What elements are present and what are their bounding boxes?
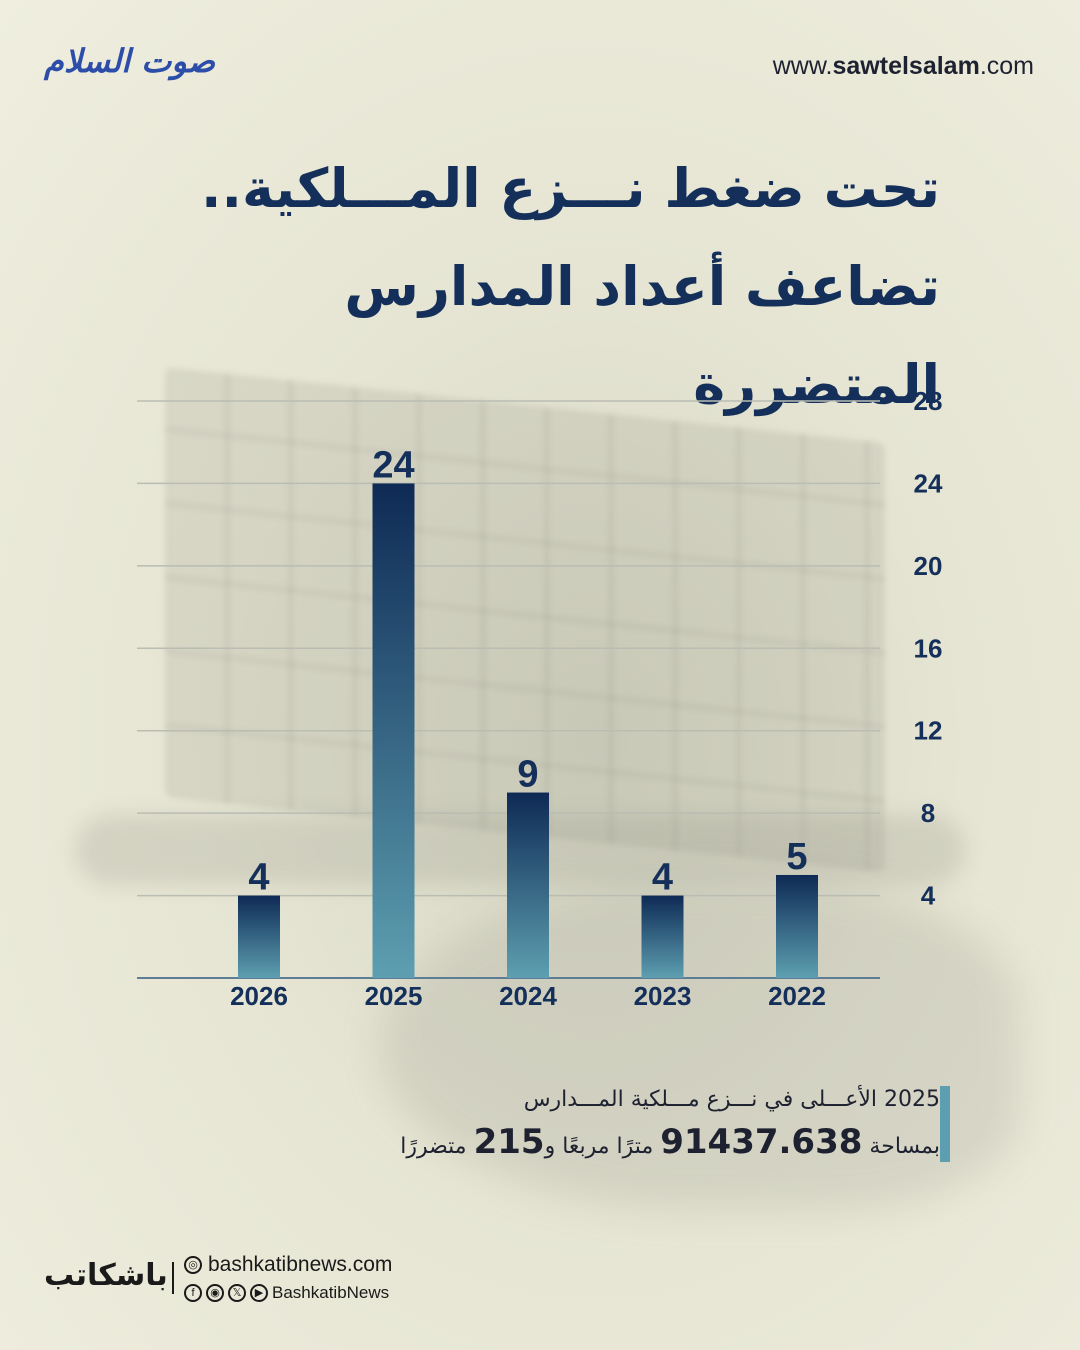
note-area-unit: مترًا مربعًا و — [544, 1134, 654, 1159]
instagram-icon[interactable]: ◉ — [206, 1284, 224, 1302]
y-tick-label: 28 — [914, 386, 943, 416]
x-tick-label: 2023 — [634, 981, 692, 1011]
site-suffix: .com — [979, 52, 1034, 80]
background-hand-image — [380, 880, 1020, 1210]
facebook-icon[interactable]: f — [184, 1284, 202, 1302]
website-url[interactable]: www.sawtelsalam.com — [773, 52, 1034, 81]
x-tick-label: 2024 — [499, 981, 557, 1011]
bar — [641, 895, 684, 978]
footer-social-row: f ◉ 𝕏 ▶ BashkatibNews — [184, 1283, 389, 1303]
note-line-1: 2025 الأعـــلى في نـــزع مـــلكية المـــ… — [523, 1087, 940, 1112]
brand-logo: صوت السلام — [44, 42, 216, 80]
y-tick-label: 16 — [914, 633, 943, 663]
note-count-suffix: متضررًا — [400, 1134, 467, 1159]
globe-icon: ◎ — [184, 1256, 202, 1274]
x-tick-label: 2022 — [768, 981, 826, 1011]
page-title: تحت ضغط نـــزع المـــلكية.. تضاعف أعداد … — [120, 140, 940, 434]
y-tick-label: 24 — [914, 468, 943, 498]
y-tick-label: 12 — [914, 716, 943, 746]
bar-value-label: 4 — [248, 857, 269, 899]
title-line-1: تحت ضغط نـــزع المـــلكية.. — [201, 157, 940, 220]
bar — [776, 874, 818, 978]
y-tick-label: 8 — [921, 798, 935, 828]
note-count-value: 215 — [473, 1122, 545, 1162]
y-tick-label: 20 — [914, 551, 943, 581]
footer-website-text: bashkatibnews.com — [208, 1253, 393, 1276]
footer-handle[interactable]: BashkatibNews — [272, 1283, 390, 1302]
site-domain: sawtelsalam — [832, 52, 980, 80]
x-tick-label: 2026 — [230, 981, 288, 1011]
footer-divider — [172, 1262, 174, 1294]
title-line-2: تضاعف أعداد المدارس المتضررة — [344, 255, 940, 416]
bar — [372, 483, 415, 978]
bar-value-label: 4 — [652, 857, 673, 899]
bar-value-label: 9 — [517, 754, 538, 796]
summary-note: 2025 الأعـــلى في نـــزع مـــلكية المـــ… — [340, 1082, 940, 1171]
bar-value-label: 5 — [786, 836, 807, 878]
note-line-2: بمساحة 91437.638 مترًا مربعًا و215 متضرر… — [340, 1118, 940, 1171]
y-tick-label: 4 — [921, 881, 936, 911]
bar — [238, 895, 280, 978]
note-accent-bar — [940, 1086, 950, 1162]
footer-website[interactable]: ◎ bashkatibnews.com — [184, 1253, 392, 1277]
bar — [507, 792, 549, 978]
x-icon[interactable]: 𝕏 — [228, 1284, 246, 1302]
note-area-prefix: بمساحة — [869, 1134, 940, 1159]
x-tick-label: 2025 — [365, 981, 423, 1011]
site-prefix: www. — [772, 52, 833, 80]
footer-brand-logo: باشكاتب — [44, 1258, 168, 1293]
note-area-value: 91437.638 — [660, 1122, 863, 1162]
youtube-icon[interactable]: ▶ — [250, 1284, 268, 1302]
bar-value-label: 24 — [372, 444, 414, 486]
